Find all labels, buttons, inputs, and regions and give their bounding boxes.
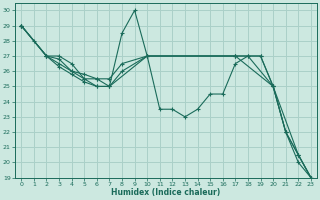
X-axis label: Humidex (Indice chaleur): Humidex (Indice chaleur) [111,188,221,197]
